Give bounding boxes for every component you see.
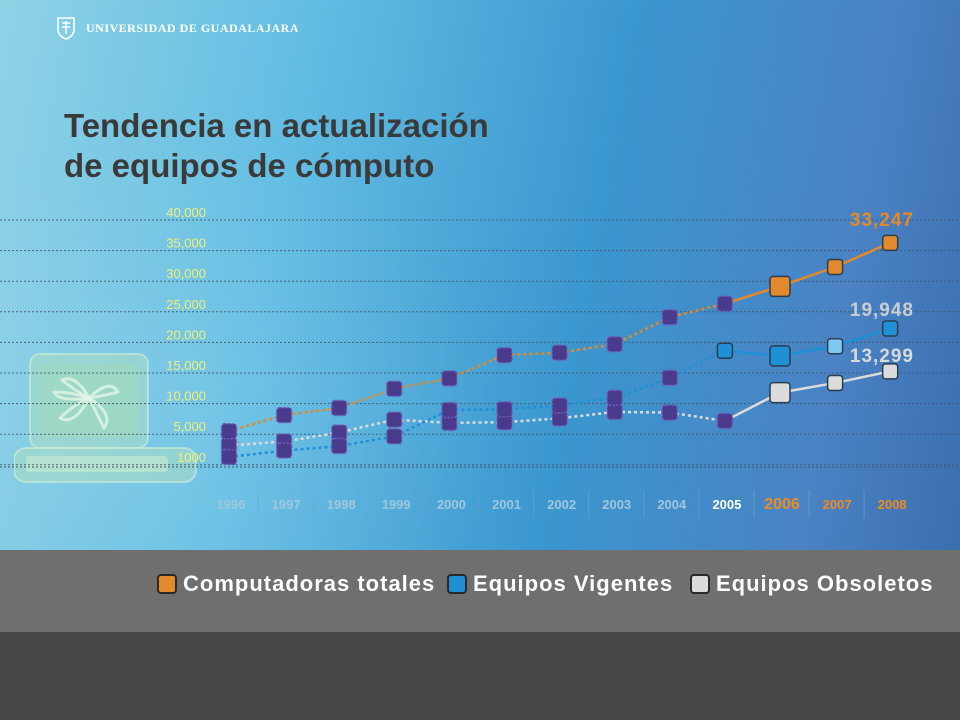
- data-point: [386, 428, 403, 445]
- university-logo: UNIVERSIDAD DE GUADALAJARA: [56, 16, 299, 40]
- legend-label-vigentes: Equipos Vigentes: [473, 571, 674, 596]
- data-point: [441, 370, 458, 387]
- y-tick-label: 15,000: [166, 358, 206, 373]
- data-point: [769, 275, 791, 298]
- x-tick-label: 1999: [382, 497, 411, 512]
- series-line: [724, 370, 891, 423]
- data-point: [881, 320, 899, 337]
- data-point: [661, 369, 679, 387]
- legend-swatch-obsoletos: [690, 574, 710, 594]
- y-tick-label: 40,000: [166, 205, 206, 220]
- data-point: [496, 401, 513, 418]
- page-title: Tendencia en actualización de equipos de…: [64, 106, 489, 186]
- series-line-dotted: [228, 302, 726, 433]
- data-point: [386, 380, 403, 397]
- x-axis-ticks: 1996 1997 1998 1999 2000 2001 2002 2003 2004 2005…: [217, 490, 907, 518]
- x-tick-label: 1998: [327, 497, 356, 512]
- data-point: [441, 401, 458, 419]
- data-point: [386, 411, 403, 428]
- data-point: [716, 412, 734, 430]
- data-point: [606, 403, 623, 421]
- series-layer: [220, 234, 899, 466]
- data-point: [220, 422, 238, 440]
- legend-label-obsoletos: Equipos Obsoletos: [716, 571, 934, 596]
- line-chart: 40,000 35,000 30,000 25,000 20,000 15,000 10,0…: [0, 205, 960, 518]
- series-0: [220, 234, 899, 440]
- series-line-dotted: [228, 410, 726, 447]
- data-point: [551, 344, 568, 361]
- legend-item-totales: Computadoras totales: [157, 571, 435, 597]
- data-point: [769, 381, 791, 404]
- x-tick-label: 2007: [823, 497, 852, 512]
- x-tick-label: 2003: [602, 497, 631, 512]
- legend-swatch-vigentes: [447, 574, 467, 594]
- bottom-band: [0, 632, 960, 720]
- series-line: [724, 241, 891, 305]
- end-value-label: 33,247: [850, 210, 914, 231]
- data-point: [496, 346, 513, 364]
- data-point: [275, 442, 293, 459]
- x-tick-label: 2005: [712, 497, 741, 512]
- data-point: [275, 406, 293, 424]
- data-point: [826, 337, 844, 355]
- end-labels: 33,247 19,948 13,299: [850, 210, 914, 367]
- series-1: [220, 320, 899, 466]
- data-point: [881, 234, 899, 252]
- y-axis-ticks: 40,000 35,000 30,000 25,000 20,000 15,000 10,0…: [166, 205, 206, 465]
- data-point: [826, 374, 844, 392]
- end-value-label: 19,948: [850, 300, 914, 321]
- x-tick-label: 2002: [547, 497, 576, 512]
- data-point: [330, 437, 348, 455]
- y-tick-label: 1000: [177, 450, 206, 465]
- end-value-label: 13,299: [850, 346, 914, 367]
- x-tick-label: 2004: [657, 497, 687, 512]
- x-tick-label: 2008: [878, 497, 907, 512]
- grid-lines: [0, 219, 960, 468]
- y-tick-label: 5,000: [173, 419, 206, 434]
- y-tick-label: 30,000: [166, 266, 206, 281]
- data-point: [220, 448, 238, 466]
- legend-item-vigentes: Equipos Vigentes: [447, 571, 673, 597]
- data-point: [826, 258, 844, 276]
- brand-name: UNIVERSIDAD DE GUADALAJARA: [86, 20, 300, 35]
- data-point: [330, 424, 348, 441]
- title-line-2: de equipos de cómputo: [64, 147, 435, 184]
- x-tick-label: 2000: [437, 497, 466, 512]
- data-point: [606, 389, 623, 407]
- data-point: [716, 295, 734, 312]
- data-point: [716, 342, 734, 359]
- legend-label-totales: Computadoras totales: [183, 571, 436, 596]
- y-tick-label: 25,000: [166, 297, 206, 312]
- slide-canvas: UNIVERSIDAD DE GUADALAJARA Tendencia en …: [0, 0, 960, 550]
- data-point: [330, 399, 348, 417]
- data-point: [661, 404, 679, 421]
- x-tick-label: 1997: [272, 497, 301, 512]
- data-point: [551, 397, 568, 414]
- data-point: [769, 345, 791, 367]
- x-tick-label: 2006: [764, 496, 800, 513]
- legend-bar: Computadoras totales Equipos Vigentes Eq…: [0, 550, 960, 632]
- y-tick-label: 35,000: [166, 236, 206, 251]
- title-line-1: Tendencia en actualización: [64, 107, 489, 144]
- data-point: [606, 336, 623, 353]
- data-point: [881, 363, 899, 380]
- x-tick-label: 2001: [492, 497, 521, 512]
- data-point: [661, 309, 679, 326]
- x-tick-label: 1996: [217, 497, 246, 512]
- legend-item-obsoletos: Equipos Obsoletos: [690, 571, 933, 597]
- university-seal-icon: [57, 17, 75, 40]
- legend-swatch-totales: [157, 574, 177, 594]
- y-tick-label: 10,000: [166, 389, 206, 404]
- y-tick-label: 20,000: [166, 327, 206, 342]
- series-line: [724, 327, 891, 358]
